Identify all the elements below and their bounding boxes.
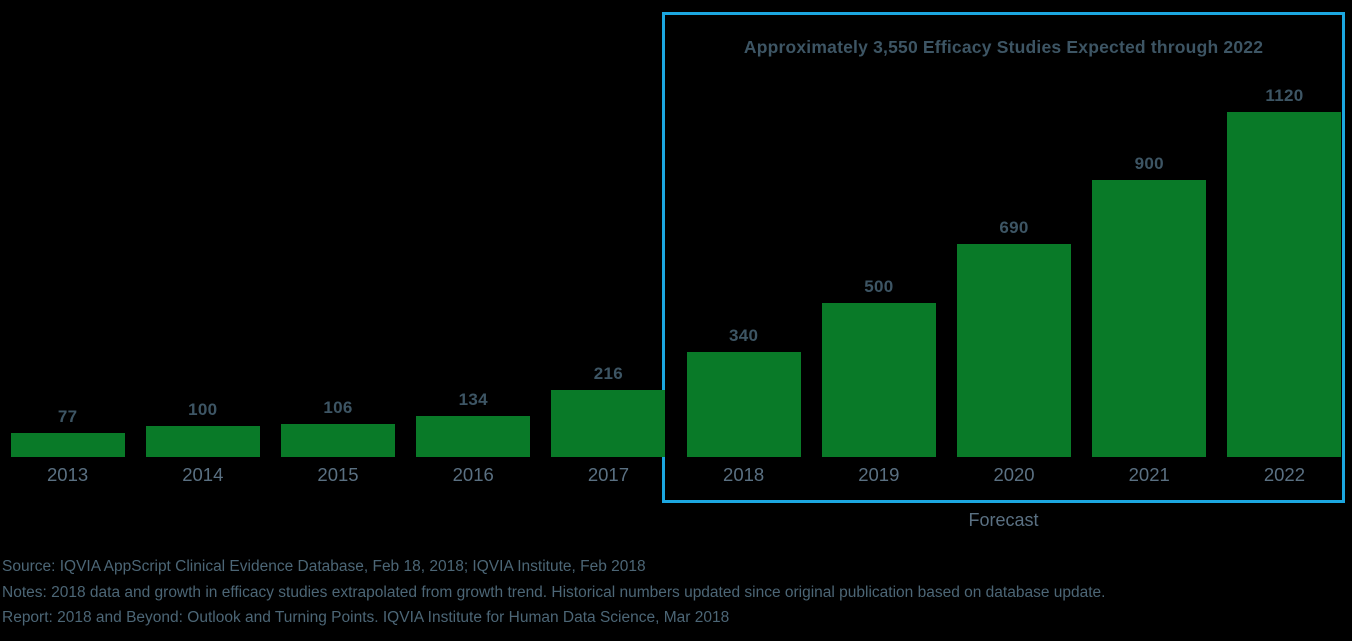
forecast-caption: Forecast — [968, 510, 1039, 530]
bar-value-label: 340 — [728, 326, 759, 345]
bar-value-label: 1120 — [1265, 86, 1304, 105]
x-axis-label: 2014 — [182, 464, 224, 485]
bar-column-2019: 500 2019 — [811, 277, 946, 493]
bar-value-label: 500 — [864, 277, 894, 296]
bar-value-label: 216 — [593, 364, 624, 383]
bar-column-2017: 216 2017 — [541, 364, 676, 493]
bar-value-label: 134 — [458, 390, 488, 409]
x-axis-label: 2020 — [993, 464, 1035, 485]
x-axis-label: 2015 — [317, 464, 359, 485]
x-axis-label: 2019 — [858, 464, 900, 485]
bar-column-2018: 340 2018 — [676, 326, 811, 493]
bar-2021 — [1092, 180, 1207, 457]
bar-2016 — [416, 416, 531, 457]
bar-value-label: 900 — [1134, 154, 1164, 173]
bar-column-2015: 106 2015 — [270, 398, 405, 493]
footer-report: Report: 2018 and Beyond: Outlook and Tur… — [2, 609, 730, 626]
bar-column-2016: 134 2016 — [406, 390, 541, 493]
forecast-box-title: Approximately 3,550 Efficacy Studies Exp… — [743, 37, 1264, 57]
bar-column-2021: 900 2021 — [1082, 154, 1217, 493]
x-axis-label: 2017 — [587, 464, 629, 485]
x-axis-label: 2021 — [1128, 464, 1170, 485]
bar-2020 — [957, 244, 1072, 457]
bar-value-label: 77 — [57, 407, 78, 426]
forecast-box: Approximately 3,550 Efficacy Studies Exp… — [662, 12, 1345, 503]
x-axis-label: 2013 — [47, 464, 89, 485]
x-axis-label: 2022 — [1263, 464, 1305, 485]
bar-2022 — [1227, 112, 1342, 457]
bar-column-2013: 77 2013 — [0, 407, 135, 493]
bar-column-2014: 100 2014 — [135, 400, 270, 493]
bar-2014 — [145, 426, 260, 457]
bar-2017 — [551, 390, 666, 457]
bar-2013 — [10, 433, 125, 457]
bar-column-2020: 690 2020 — [946, 218, 1081, 493]
footer-notes: Notes: 2018 data and growth in efficacy … — [2, 583, 1106, 601]
bar-value-label: 106 — [323, 398, 353, 417]
bar-value-label: 100 — [188, 400, 218, 419]
chart-footer: Source: IQVIA AppScript Clinical Evidenc… — [2, 554, 1350, 631]
x-axis-label: 2018 — [723, 464, 765, 485]
bar-column-2022: 1120 2022 — [1217, 86, 1352, 493]
x-axis-label: 2016 — [452, 464, 494, 485]
bar-value-label: 690 — [999, 218, 1029, 237]
bar-2015 — [281, 424, 395, 457]
bar-2018 — [686, 352, 801, 457]
footer-source: Source: IQVIA AppScript Clinical Evidenc… — [2, 558, 646, 575]
bar-2019 — [821, 303, 936, 457]
bars-row: 77 2013 100 2014 106 2015 134 2016 216 2017 340 201… — [0, 86, 1352, 493]
